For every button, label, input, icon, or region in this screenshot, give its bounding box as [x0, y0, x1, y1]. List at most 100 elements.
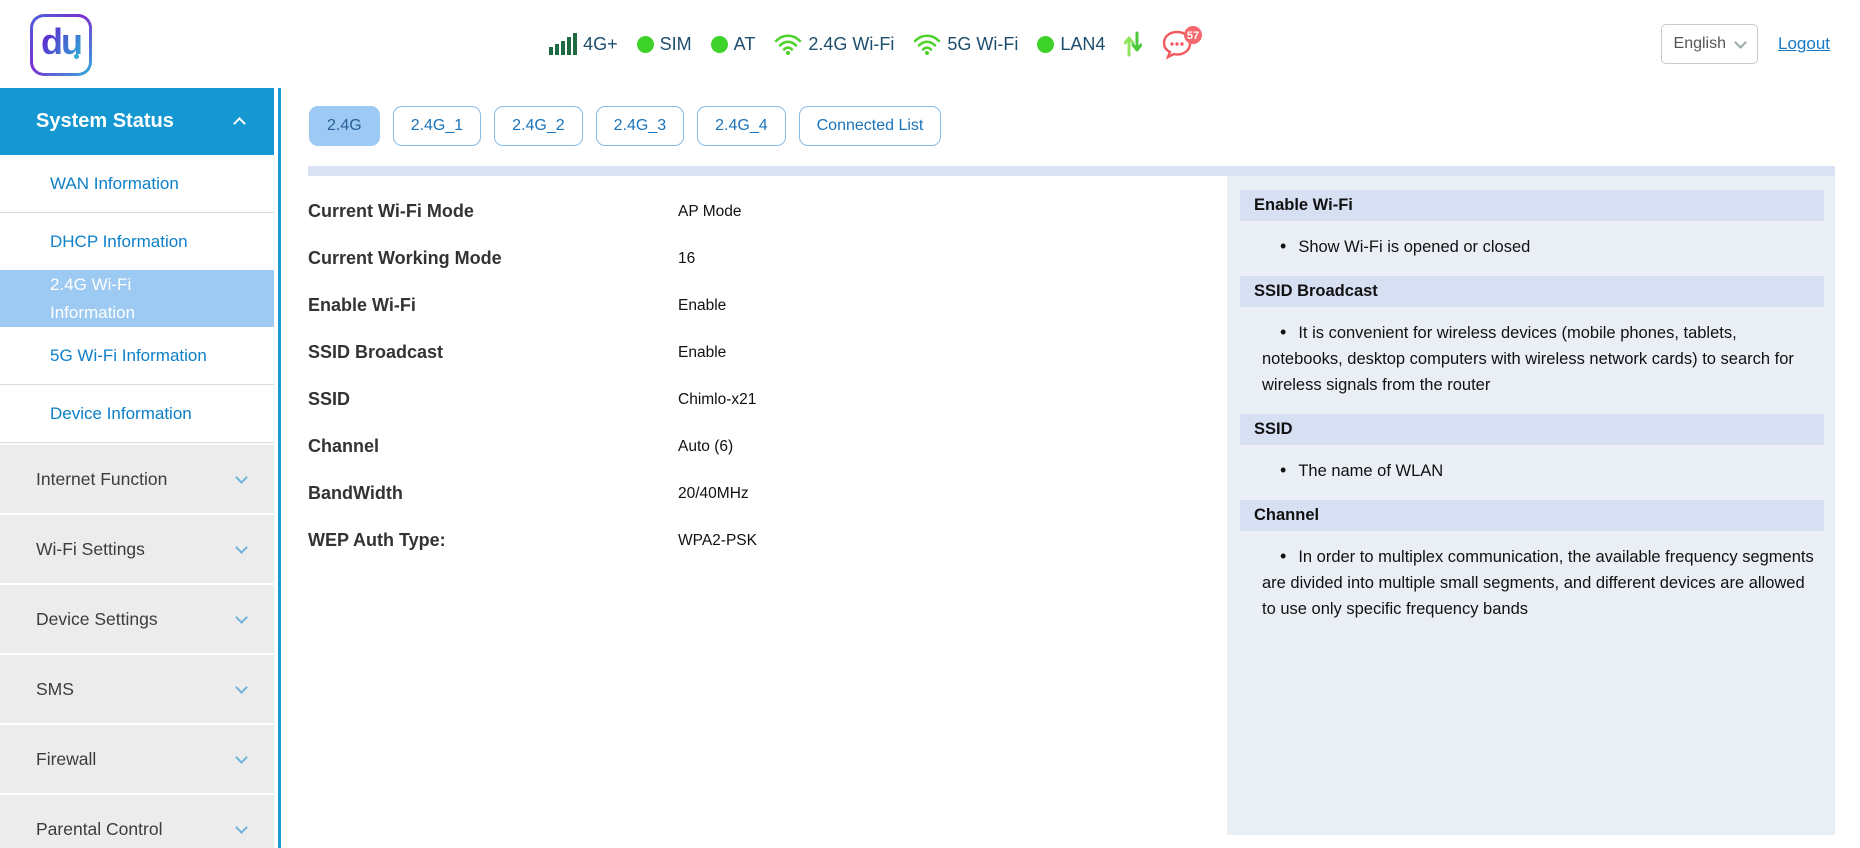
chevron-up-icon [233, 117, 246, 130]
signal-bars-icon [549, 33, 578, 55]
sidebar-item-wan-information[interactable]: WAN Information [50, 173, 179, 193]
help-section-title-ssid: SSID [1240, 414, 1824, 445]
chevron-down-icon [235, 610, 248, 624]
info-row-ssid: SSID Chimlo-x21 [308, 376, 1227, 423]
info-row-ssid-broadcast: SSID Broadcast Enable [308, 329, 1227, 376]
sidebar-item-dhcp-information[interactable]: DHCP Information [50, 231, 188, 251]
info-label: SSID Broadcast [308, 342, 444, 362]
sidebar-group-label: Wi-Fi Settings [36, 538, 145, 559]
green-dot-icon [636, 35, 654, 53]
help-section-title-enable-wi-fi: Enable Wi-Fi [1240, 190, 1824, 221]
tab-2-4g[interactable]: 2.4G [309, 106, 380, 146]
sidebar-group-label: System Status [36, 110, 174, 132]
tab-bar: 2.4G 2.4G_1 2.4G_2 2.4G_3 2.4G_4 Connected Li… [281, 100, 1860, 166]
chevron-down-icon [235, 820, 248, 834]
chevron-down-icon [235, 750, 248, 764]
svg-text:57: 57 [1187, 30, 1199, 42]
sidebar-group-label: SMS [36, 678, 74, 699]
green-dot-icon [1037, 35, 1055, 53]
help-section-title-ssid-broadcast: SSID Broadcast [1240, 276, 1824, 307]
language-selected-value: English [1673, 35, 1726, 52]
tab-2-4g-3[interactable]: 2.4G_3 [595, 106, 685, 146]
help-panel: Enable Wi-Fi • Show Wi-Fi is opened or clo… [1227, 176, 1835, 835]
status-item-at: AT [710, 33, 756, 55]
status-item-traffic-arrows [1124, 31, 1143, 57]
content-top-strip [308, 166, 1835, 176]
help-bullet-text: • Show Wi-Fi is opened or closed [1280, 236, 1531, 256]
info-value: 20/40MHz [678, 484, 749, 502]
sidebar-group-firewall[interactable]: Firewall [0, 725, 274, 793]
message-bubble-icon: 57 [1161, 26, 1203, 62]
chevron-down-icon [235, 540, 248, 554]
tab-2-4g-1[interactable]: 2.4G_1 [392, 106, 482, 146]
sidebar-divider [0, 442, 274, 443]
bullet-dot: • [1280, 236, 1287, 256]
sidebar-group-label: Firewall [36, 748, 97, 769]
help-bullet-text: • The name of WLAN [1280, 460, 1444, 480]
wifi-icon [774, 33, 802, 55]
status-item-5g-wi-fi: 5G Wi-Fi [913, 34, 1018, 55]
main-content: 2.4G 2.4G_1 2.4G_2 2.4G_3 2.4G_4 Connected Li… [278, 88, 1860, 848]
wifi-icon [913, 33, 941, 55]
status-label: 4G+ [583, 33, 618, 54]
sidebar-group-internet-function[interactable]: Internet Function [0, 445, 274, 513]
sidebar: System Status WAN Information DHCP Inform… [0, 88, 274, 848]
status-item-lan4: LAN4 [1037, 34, 1105, 55]
status-item-4g: 4G+ [549, 33, 618, 55]
du-logo-dot [74, 54, 79, 59]
info-label: SSID [308, 389, 351, 409]
info-value: Enable [678, 296, 727, 314]
chevron-down-icon [235, 470, 248, 484]
tab-connected-list[interactable]: Connected List [798, 106, 942, 146]
sidebar-group-system-status[interactable]: System Status [0, 88, 274, 155]
du-logo: du [30, 14, 92, 76]
language-selector[interactable]: English [1660, 24, 1758, 64]
sidebar-group-device-settings[interactable]: Device Settings [0, 585, 274, 653]
sidebar-group-sms[interactable]: SMS [0, 655, 274, 723]
info-row-bandwidth: BandWidth 20/40MHz [308, 470, 1227, 517]
info-value: 16 [678, 249, 696, 267]
info-value: Auto (6) [678, 437, 734, 455]
wifi-info-table: Current Wi-Fi Mode AP Mode Current Working… [308, 176, 1227, 835]
du-logo-text: du [41, 21, 83, 69]
info-label: Channel [308, 436, 380, 456]
chevron-down-icon [1734, 35, 1747, 49]
info-value: AP Mode [678, 202, 742, 220]
logout-link[interactable]: Logout [1778, 34, 1830, 53]
info-label: Current Working Mode [308, 248, 502, 268]
status-item-sim: SIM [636, 33, 692, 55]
info-label: Enable Wi-Fi [308, 295, 416, 315]
status-label: AT [733, 33, 756, 54]
bullet-dot: • [1280, 460, 1287, 480]
info-row-current-working-mode: Current Working Mode 16 [308, 235, 1227, 282]
info-value: Enable [678, 343, 727, 361]
info-row-enable-wi-fi: Enable Wi-Fi Enable [308, 282, 1227, 329]
status-label: 2.4G Wi-Fi [808, 33, 895, 54]
status-bar: 4G+ SIM AT 2.4G Wi-Fi 5G Wi-Fi LAN4 57 [92, 26, 1661, 62]
sidebar-group-wi-fi-settings[interactable]: Wi-Fi Settings [0, 515, 274, 583]
sidebar-group-parental-control[interactable]: Parental Control [0, 795, 274, 848]
top-header: du 4G+ SIM AT 2.4G Wi-Fi 5G Wi-Fi LAN4 57 [0, 0, 1860, 88]
sidebar-item-device-information[interactable]: Device Information [50, 403, 192, 423]
help-bullet-text: • It is convenient for wireless devices (… [1262, 322, 1794, 394]
status-item-message-bubble[interactable]: 57 [1161, 26, 1203, 62]
info-label: BandWidth [308, 483, 403, 503]
status-label: LAN4 [1060, 33, 1106, 54]
sidebar-group-label: Device Settings [36, 608, 158, 629]
sidebar-group-label: Internet Function [36, 468, 168, 489]
bullet-dot: • [1280, 322, 1287, 342]
sidebar-group-label: Parental Control [36, 818, 163, 839]
info-label: WEP Auth Type: [308, 530, 446, 550]
info-row-wep-auth-type: WEP Auth Type: WPA2-PSK [308, 517, 1227, 564]
status-label: 5G Wi-Fi [947, 33, 1019, 54]
status-label: SIM [659, 33, 692, 54]
tab-2-4g-2[interactable]: 2.4G_2 [494, 106, 583, 146]
sidebar-divider [0, 212, 274, 213]
tab-2-4g-4[interactable]: 2.4G_4 [697, 106, 786, 146]
bullet-dot: • [1280, 546, 1287, 566]
info-value: Chimlo-x21 [678, 390, 757, 408]
help-bullet-text: • In order to multiplex communication, th… [1262, 546, 1814, 618]
status-item-2-4g-wi-fi: 2.4G Wi-Fi [774, 34, 894, 55]
sidebar-item-5g-wi-fi-information[interactable]: 5G Wi-Fi Information [50, 345, 207, 365]
sidebar-item-2-4g-wi-fi-information[interactable]: 2.4G Wi-Fi Information [0, 270, 274, 327]
